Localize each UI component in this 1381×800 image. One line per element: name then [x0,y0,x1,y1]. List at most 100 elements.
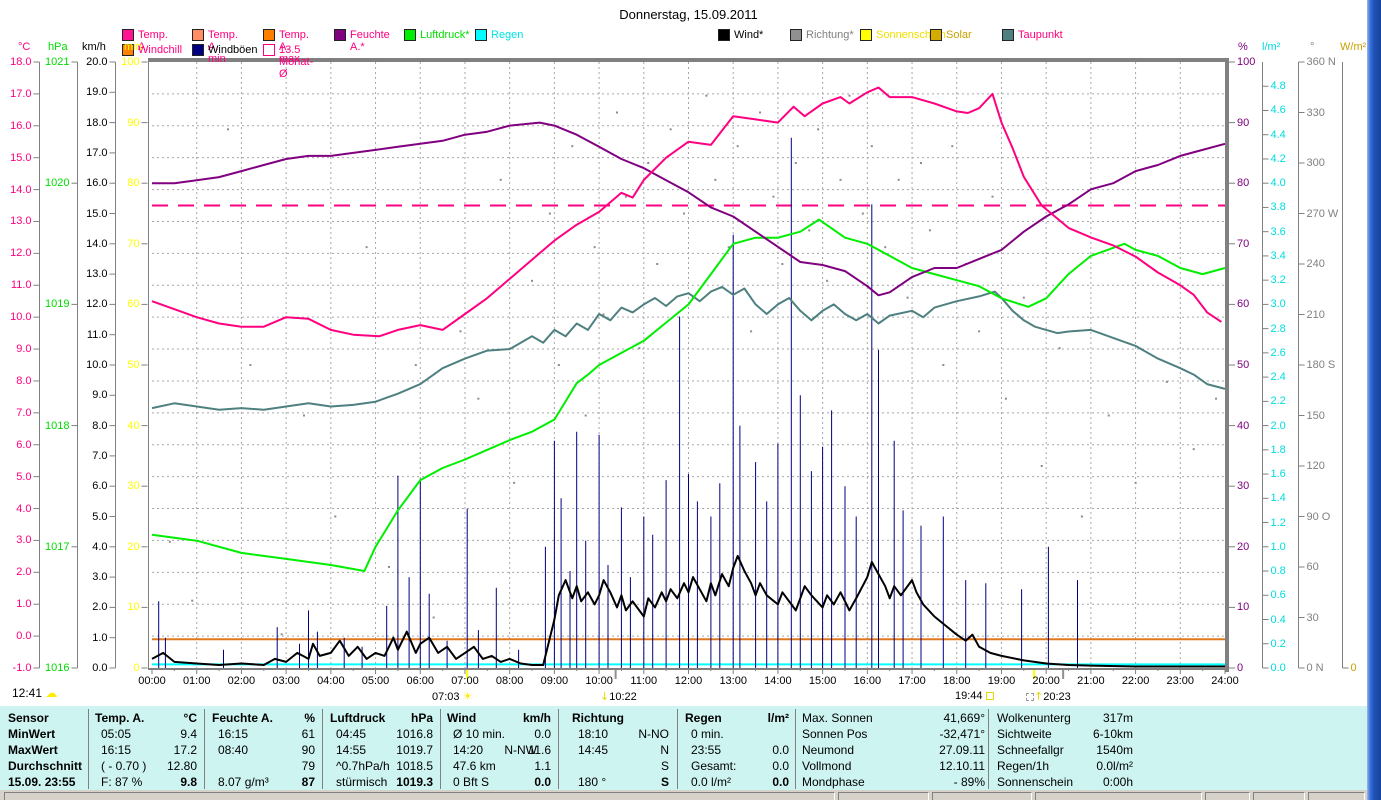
y-tick-label: 150 [1306,409,1325,422]
status-bar [0,790,1367,800]
legend-swatch-icon [860,29,872,41]
cloud-icon: ☁ [45,686,58,700]
axis-unit-label: W/m² [1340,41,1367,53]
x-tick-label: 24:00 [1211,675,1239,687]
y-tick-label: 0 N [1306,662,1324,674]
status-panel [1035,792,1202,800]
sunset-marker: 19:44 [955,691,994,702]
legend-swatch-icon [930,29,942,41]
y-tick-label: 90 [127,116,140,129]
y-tick-label: 90 [1237,116,1250,129]
table-cell: 23:55 [691,743,722,757]
axis-unit-label: l/m² [1262,41,1281,53]
astro-cell: Sichtweite [997,727,1052,741]
table-header-cell: Temp. A. [95,711,145,725]
legend-label: 13.5 Monat-Ø [279,44,314,80]
y-tick-label: 4.0 [92,540,108,553]
y-tick-label: 100 [1237,56,1256,68]
legend-label: Regen [491,29,524,41]
table-row-label: Durchschnitt [8,759,83,773]
status-panel [1308,792,1365,800]
y-tick-label: 60 [127,298,140,311]
table-header-cell: °C [183,711,197,725]
y-tick-label: 30 [127,480,140,493]
y-tick-label: 210 [1306,308,1325,321]
y-tick-label: 330 [1306,106,1325,119]
y-tick-label: 3.6 [1270,225,1286,238]
table-cell: 9.8 [180,775,197,789]
table-divider [558,709,559,789]
x-tick-label: 23:00 [1166,675,1195,687]
legend-swatch-icon [475,29,487,41]
y-tick-label: 2.8 [1270,322,1286,335]
y-tick-label: 2.2 [1270,395,1286,408]
table-cell: 1018.5 [396,759,433,773]
y-tick-label: 3.0 [92,571,108,584]
y-tick-label: 180 S [1306,359,1336,371]
y-tick-label: 0.0 [16,630,32,643]
y-tick-label: 1017 [45,540,70,553]
y-tick-label: 1018 [45,419,70,432]
sunset-icon [985,692,994,701]
astro-cell: - 89% [953,775,985,789]
table-cell: 1019.3 [396,775,433,789]
astro-cell: Mondphase [802,775,865,789]
astro-cell: Max. Sonnen [802,711,873,725]
table-header-cell: km/h [522,711,551,725]
table-cell: 0.0 [772,775,789,789]
y-tick-label: 80 [1237,177,1250,190]
arrow-down-icon: ↓ [600,690,610,703]
y-tick-label: 240 [1306,258,1325,270]
table-cell: 1.1 [534,759,551,773]
y-tick-label: 4.0 [16,502,32,515]
legend-label: Sonnenschein [876,29,946,41]
y-tick-label: 7.0 [92,449,108,462]
y-tick-label: 40 [127,419,140,432]
y-tick-label: 7.0 [16,406,32,419]
y-tick-label: 30 [1306,611,1319,624]
table-divider [322,709,323,789]
table-cell: 8.07 g/m³ [218,775,269,789]
astro-cell: 12.10.11 [939,759,985,773]
table-cell: 14:45 [578,743,609,757]
table-cell: N-NW [504,743,537,757]
y-tick-label: 1.0 [1270,540,1286,553]
y-tick-label: 20 [127,540,140,553]
y-tick-label: 17.0 [86,146,108,159]
page-title: Donnerstag, 15.09.2011 [619,7,758,22]
legend-label: Wind* [734,29,764,41]
y-tick-label: 11.0 [10,279,32,292]
y-tick-label: 18.0 [10,56,32,68]
y-tick-label: 1.4 [1270,492,1286,505]
table-cell: 47.6 km [453,759,496,773]
y-tick-label: 0 [133,662,140,674]
axis-unit-label: hPa [48,41,68,53]
table-cell: 0.0 [534,775,551,789]
y-tick-label: 8.0 [92,419,108,432]
y-tick-label: 4.4 [1270,128,1286,141]
astro-cell: Regen/1h [997,759,1050,773]
table-cell: 17.2 [173,743,197,757]
moonrise-marker: ↑20:23 [1026,691,1071,703]
culmination-marker: 12:41 ☁ [12,686,58,700]
table-cell: 79 [301,759,315,773]
y-tick-label: 16.0 [86,177,108,190]
moonset-marker: ↓10:22 [600,690,637,703]
y-tick-label: 100 [121,56,140,68]
y-tick-label: 50 [1237,359,1250,371]
y-tick-label: 1016 [45,662,70,674]
legend-swatch-icon [263,44,275,56]
y-tick-label: 2.0 [1270,419,1286,432]
legend-label: Solar [946,29,972,41]
y-tick-label: 60 [1306,561,1319,573]
legend-label: Richtung* [806,29,854,41]
status-panel [4,792,835,800]
y-tick-label: 90 O [1306,510,1331,523]
y-tick-label: 9.0 [92,389,108,402]
legend-swatch-icon [718,29,730,41]
table-header-cell: Richtung [572,711,624,725]
table-cell: ^0.7hPa/h [336,759,390,773]
y-tick-label: 3.0 [1270,298,1286,311]
table-cell: F: 87 % [101,775,143,789]
y-tick-label: 120 [1306,460,1325,472]
